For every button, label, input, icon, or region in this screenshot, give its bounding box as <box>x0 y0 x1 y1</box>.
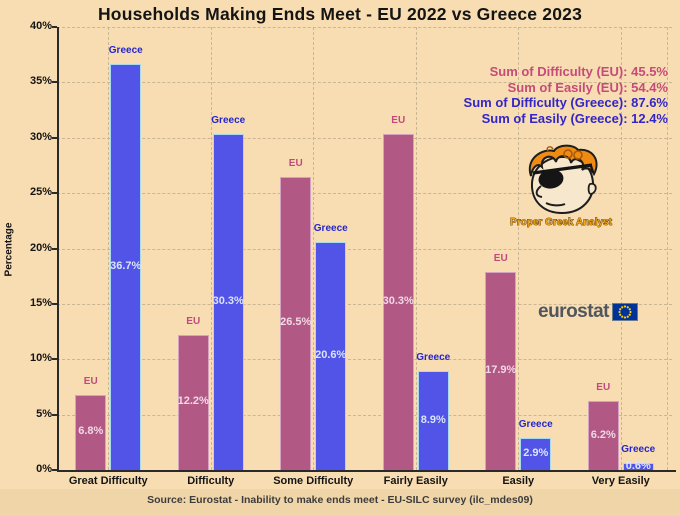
annotation-line: Sum of Easily (Greece): 12.4% <box>481 110 668 126</box>
bar-value-label: 17.9% <box>485 363 517 376</box>
x-category-label: Some Difficulty <box>273 475 354 487</box>
gridline-vertical <box>415 27 417 470</box>
bar-series-label: Greece <box>518 418 553 430</box>
summary-annotations: Sum of Difficulty (EU): 45.5% Sum of Easi… <box>464 64 668 126</box>
annotation-line: Sum of Difficulty (EU): 45.5% <box>489 64 668 79</box>
y-tick-mark <box>52 247 57 250</box>
gridline-horizontal <box>57 82 672 84</box>
y-tick-label: 30% <box>29 130 52 143</box>
y-tick-mark <box>52 192 57 195</box>
y-tick-label: 15% <box>29 296 52 309</box>
y-tick-label: 0% <box>36 463 52 475</box>
gridline-vertical <box>620 27 622 470</box>
x-category-label: Great Difficulty <box>68 475 148 487</box>
bar-value-label: 6.8% <box>78 425 104 438</box>
mascot-logo: Proper Greek Analyst <box>504 141 618 229</box>
x-category-label: Fairly Easily <box>383 475 448 487</box>
chart-title: Households Making Ends Meet - EU 2022 vs… <box>97 4 583 24</box>
x-category-label: Easily <box>502 475 535 487</box>
bar-series-label: EU <box>493 252 508 264</box>
gridline-horizontal <box>57 137 672 139</box>
y-tick-label: 20% <box>29 241 52 254</box>
bar-series-label: Greece <box>108 44 143 56</box>
gridline-horizontal <box>57 303 672 305</box>
bar-series-label: Greece <box>416 352 451 364</box>
bar-eu-easily <box>485 271 517 470</box>
bar-greece-easily <box>520 437 552 470</box>
bar-series-label: Greece <box>313 222 348 234</box>
x-axis-line <box>57 470 676 472</box>
gridline-vertical <box>518 27 520 470</box>
bar-value-label: 12.2% <box>177 395 209 408</box>
x-category-label: Difficulty <box>187 475 235 487</box>
bar-eu-great-difficulty <box>75 394 107 470</box>
eu-flag-icon <box>611 303 638 321</box>
bar-greece-difficulty <box>212 134 244 470</box>
bar-value-label: 30.3% <box>382 295 414 308</box>
x-category-label: Very Easily <box>591 475 650 487</box>
bar-value-label: 36.7% <box>110 259 142 272</box>
y-tick-label: 40% <box>29 20 52 32</box>
annotation-line: Sum of Easily (EU): 54.4% <box>507 79 668 95</box>
gridline-horizontal <box>57 193 672 195</box>
bar-greece-fairly-easily <box>417 371 449 470</box>
y-tick-label: 35% <box>29 75 52 88</box>
bar-value-label: 8.9% <box>420 413 446 426</box>
gridline-horizontal <box>57 248 672 250</box>
gridline-horizontal <box>57 414 672 416</box>
y-tick-mark <box>52 302 57 305</box>
bar-series-label: Greece <box>211 115 246 127</box>
bar-series-label: EU <box>186 315 201 327</box>
source-band <box>0 489 680 516</box>
y-tick-mark <box>52 81 57 84</box>
bar-eu-very-easily <box>587 401 619 470</box>
bar-greece-some-difficulty <box>315 241 347 470</box>
bar-greece-great-difficulty <box>110 63 142 470</box>
bar-series-label: Greece <box>621 444 656 456</box>
mascot-caption: Proper Greek Analyst <box>510 217 613 228</box>
bar-eu-some-difficulty <box>280 176 312 470</box>
bar-series-label: EU <box>391 115 406 127</box>
bar-value-label: 20.6% <box>315 348 347 361</box>
y-tick-mark <box>52 358 57 361</box>
y-tick-label: 10% <box>29 352 52 365</box>
pirate-analyst-icon: Proper Greek Analyst <box>510 144 613 228</box>
bar-series-label: EU <box>596 382 611 394</box>
y-tick-mark <box>52 26 57 28</box>
y-tick-mark <box>52 136 57 139</box>
bar-series-label: EU <box>83 375 98 387</box>
bar-eu-fairly-easily <box>382 134 414 470</box>
eurostat-logo: eurostat <box>538 300 638 324</box>
bar-value-label: 2.9% <box>523 446 549 459</box>
eurostat-wordmark: eurostat <box>538 301 609 322</box>
gridline-vertical <box>108 27 110 470</box>
source-text: Source: Eurostat - Inability to make end… <box>147 494 533 506</box>
bar-value-label: 0.6% <box>625 459 651 472</box>
gridline-vertical <box>313 27 315 470</box>
y-tick-label: 25% <box>29 186 52 199</box>
y-axis-line <box>57 27 59 471</box>
gridline-vertical <box>667 27 668 470</box>
bar-greece-very-easily <box>622 463 654 470</box>
gridline-vertical <box>210 27 212 470</box>
y-tick-label: 5% <box>36 407 52 420</box>
gridline-horizontal <box>57 359 672 361</box>
bar-eu-difficulty <box>177 334 209 470</box>
bar-value-label: 6.2% <box>590 428 616 441</box>
y-tick-mark <box>52 469 57 471</box>
y-tick-mark <box>52 413 57 416</box>
annotation-line: Sum of Difficulty (Greece): 87.6% <box>463 95 668 110</box>
gridline-horizontal <box>57 27 672 28</box>
bar-series-label: EU <box>288 157 303 169</box>
bar-value-label: 26.5% <box>280 316 312 329</box>
bar-value-label: 30.3% <box>212 295 244 308</box>
